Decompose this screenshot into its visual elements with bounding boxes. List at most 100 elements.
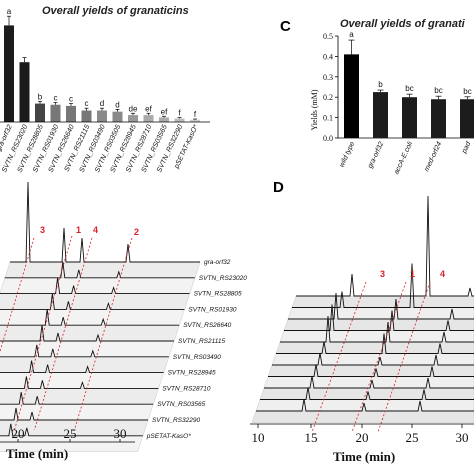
panel-c-category-label: med-orf24 <box>423 141 443 173</box>
left-chromatogram-traces: gra-orf32 SVTN_RS23020 SVTN_RS28805 SVTN_RS… <box>0 181 247 452</box>
panel-c-significance-letter: bc <box>463 87 471 96</box>
panel-c-y-tick-label: 0.1 <box>323 114 333 123</box>
panel-c-bars: a b bc bc bc <box>344 30 474 138</box>
chromatogram-slab <box>0 356 170 373</box>
panel-b-significance-letter: f <box>178 109 181 118</box>
chromatogram-slab <box>0 309 185 326</box>
panel-d-peak-label: 1 <box>410 269 415 279</box>
panel-b-bar <box>159 117 169 122</box>
panel-d-x-ticks: 10 15 20 25 30 <box>250 423 474 445</box>
panel-c-y-tick-label: 0.0 <box>323 134 333 143</box>
panel-c-significance-letter: b <box>378 80 383 89</box>
panel-d-slab <box>251 410 474 423</box>
panel-b-significance-letter: b <box>38 92 43 101</box>
left-chromatogram: gra-orf32 SVTN_RS23020 SVTN_RS28805 SVTN_RS… <box>0 181 247 461</box>
panel-c-y-tick-label: 0.3 <box>323 73 333 82</box>
panel-c-significance-letter: bc <box>405 84 413 93</box>
chromatogram-peak-label: 3 <box>40 225 45 235</box>
panel-d-guide-line <box>377 281 431 433</box>
panel-d-trace <box>292 263 474 308</box>
panel-c-category-label: gra-orf32 <box>367 141 385 170</box>
chromatogram-trace <box>0 407 148 421</box>
panel-c-category-label: pad <box>461 140 473 155</box>
chromatogram-trace-label: SVTN_RS01930 <box>188 306 236 313</box>
panel-b-significance-letter: f <box>194 110 197 119</box>
chromatogram-guide-line <box>14 235 73 431</box>
panel-b-significance-letter: ef <box>145 104 152 113</box>
panel-c-y-tick-label: 0.4 <box>323 52 333 61</box>
left-chromatogram-x-ticks: 20 25 30 <box>0 426 135 443</box>
chromatogram-guide-line <box>74 237 133 431</box>
panel-c-bar <box>373 92 388 138</box>
panel-d-x-axis-label: Time (min) <box>333 449 395 464</box>
panel-b-significance-letter: c <box>85 99 89 108</box>
chromatogram-trace-label: pSETAT-KasO* <box>146 433 191 440</box>
panel-d-x-tick-label: 25 <box>406 430 419 445</box>
chromatogram-slab <box>0 340 175 357</box>
panel-d-chromatogram: D 3 1 4 10 15 20 25 30 Time (min) <box>250 179 474 464</box>
chromatogram-slab <box>0 325 180 342</box>
panel-b-bar <box>19 62 30 122</box>
panel-d-x-tick-label: 30 <box>456 430 469 445</box>
chromatogram-trace <box>0 376 159 389</box>
chromatogram-trace-label: SVTN_RS32290 <box>152 417 200 424</box>
chromatogram-slab <box>0 388 159 405</box>
panel-b-bar <box>66 105 76 122</box>
panel-d-guide-line <box>311 281 367 433</box>
panel-b-category-labels: gra-orf32SVTN_RS23020SVTN_RS28805SVTN_RS… <box>0 124 200 174</box>
panel-b-significance-letter: c <box>54 93 58 102</box>
panel-c-letter: C <box>280 18 291 35</box>
panel-b-bar <box>128 115 138 122</box>
panel-b-bar <box>35 103 45 122</box>
chromatogram-trace-label: SVTN_RS23020 <box>199 275 247 282</box>
chromatogram-guide-line <box>34 237 93 431</box>
panel-d-peak-label: 3 <box>380 269 385 279</box>
chromatogram-trace <box>0 360 164 374</box>
panel-d-trace <box>296 195 474 297</box>
chromatogram-peak-label: 1 <box>76 225 81 235</box>
left-chromatogram-x-axis-label: Time (min) <box>6 446 68 461</box>
panel-b-bar <box>174 118 185 122</box>
chromatogram-trace <box>0 324 174 342</box>
panel-c-category-label: wild type <box>338 141 356 169</box>
chromatogram-trace <box>10 181 200 263</box>
panel-b-bar <box>81 110 92 122</box>
left-chromatogram-x-tick-label: 20 <box>12 426 25 441</box>
panel-d-trace <box>268 364 474 377</box>
panel-c-significance-letter: a <box>349 30 354 39</box>
panel-b-significance-letter: de <box>129 104 138 113</box>
panel-d-letter: D <box>273 179 284 196</box>
chromatogram-slab <box>0 293 190 310</box>
chromatogram-guide-line <box>0 237 35 353</box>
panel-c-y-axis-label: Yields (mM) <box>310 89 319 130</box>
chromatogram-trace-label: SVTN_RS28945 <box>168 370 216 377</box>
chromatogram-trace <box>0 293 185 310</box>
panel-b-bar-chart: Overall yields of granaticins ab c cc d d de e… <box>0 5 210 174</box>
panel-d-trace <box>272 352 474 366</box>
chromatogram-slab <box>0 404 154 421</box>
panel-d-slab <box>291 295 474 308</box>
panel-b-bar <box>50 104 61 122</box>
chromatogram-peak-label: 4 <box>93 225 98 235</box>
chromatogram-trace-label: SVTN_RS26640 <box>183 322 231 329</box>
panel-c-axes: 0.0 0.1 0.2 0.3 0.4 0.5 <box>323 32 474 143</box>
chromatogram-trace-label: SVTN_RS28710 <box>162 385 210 392</box>
panel-d-peak-label: 4 <box>440 269 445 279</box>
panel-c-bar <box>460 99 474 138</box>
panel-d-slab <box>287 307 474 320</box>
panel-d-slab <box>275 341 474 354</box>
panel-b-significance-letter: ef <box>161 107 168 116</box>
panel-c-bar <box>344 54 359 138</box>
chromatogram-trace-label: SVTN_RS28805 <box>194 291 242 298</box>
panel-b-bar <box>190 119 200 122</box>
chromatogram-peak-label: 2 <box>134 227 139 237</box>
panel-d-traces: 3 1 4 <box>251 195 474 433</box>
left-chromatogram-x-tick-label: 30 <box>114 426 127 441</box>
panel-d-slab <box>283 318 474 331</box>
panel-b-significance-letter: d <box>100 99 104 108</box>
panel-d-x-tick-label: 20 <box>356 430 369 445</box>
panel-b-title: Overall yields of granaticins <box>42 5 189 17</box>
panel-c-title: Overall yields of granati <box>340 18 466 30</box>
